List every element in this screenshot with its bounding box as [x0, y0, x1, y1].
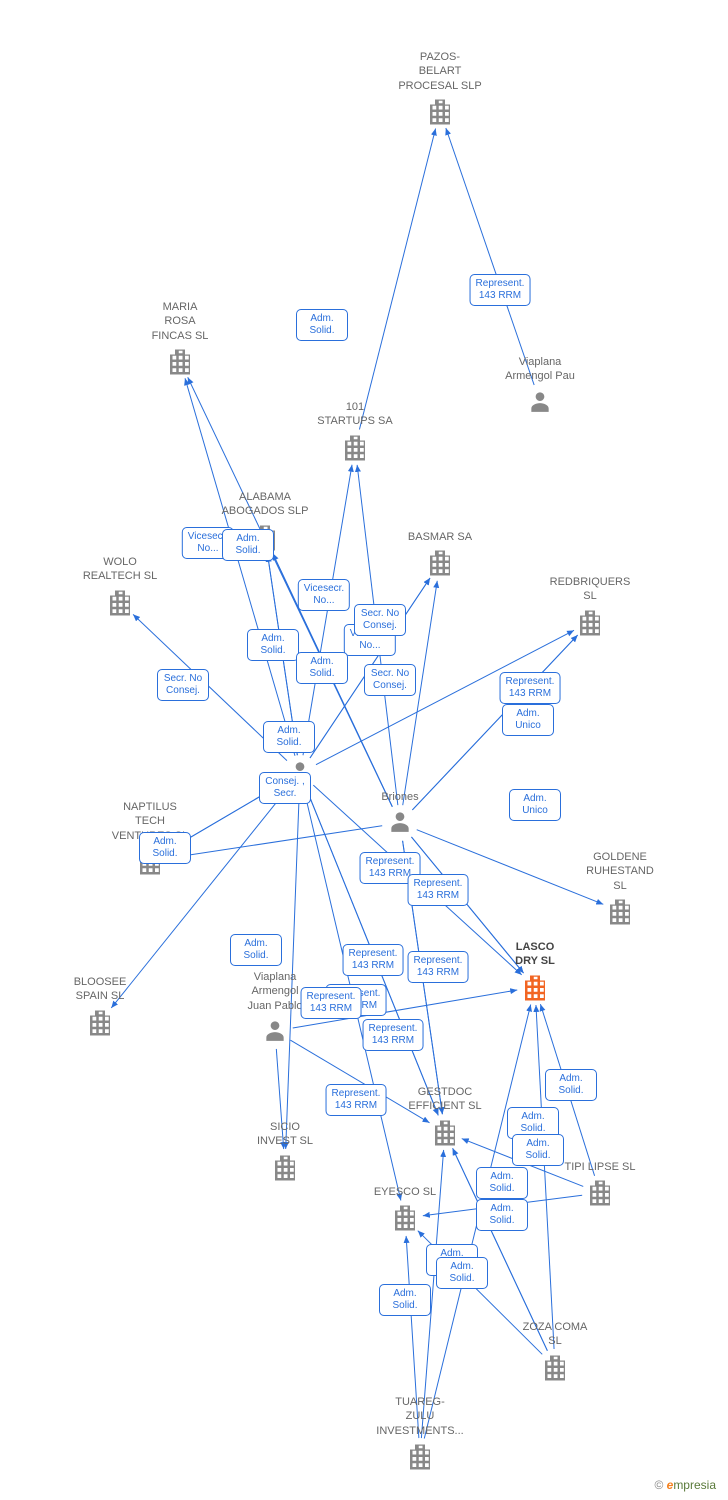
building-icon: [270, 1153, 300, 1187]
edge-label: Represent. 143 RRM: [408, 951, 469, 983]
node-label: WOLO REALTECH SL: [70, 555, 170, 584]
edge-label: Adm. Solid.: [512, 1134, 564, 1166]
node-label: Briones: [350, 790, 450, 804]
person-icon: [527, 388, 553, 418]
edge-label: Represent. 143 RRM: [500, 672, 561, 704]
building-icon: [165, 347, 195, 381]
company-node-gestdoc[interactable]: GESTDOC EFFICIENT SL: [395, 1085, 495, 1152]
building-icon: [520, 973, 550, 1007]
edge-label: Vicesecr. No...: [298, 579, 350, 611]
edge-label: Adm. Solid.: [476, 1199, 528, 1231]
building-icon: [85, 1008, 115, 1042]
company-node-sicio[interactable]: SICIO INVEST SL: [235, 1120, 335, 1187]
edge-label: Represent. 143 RRM: [408, 874, 469, 906]
company-node-startups[interactable]: 101 STARTUPS SA: [305, 400, 405, 467]
node-label: GESTDOC EFFICIENT SL: [395, 1085, 495, 1114]
copyright-symbol: ©: [654, 1478, 663, 1492]
building-icon: [390, 1203, 420, 1237]
company-node-eyesco[interactable]: EYESCO SL: [355, 1185, 455, 1238]
building-icon: [340, 433, 370, 467]
edges-layer: [0, 0, 728, 1500]
node-label: PAZOS- BELART PROCESAL SLP: [390, 50, 490, 93]
building-icon: [605, 897, 635, 931]
edge-label: Adm. Solid.: [139, 832, 191, 864]
node-label: ZOZA COMA SL: [505, 1320, 605, 1349]
company-node-wolo[interactable]: WOLO REALTECH SL: [70, 555, 170, 622]
building-icon: [405, 1442, 435, 1476]
edge-label: Adm. Solid.: [476, 1167, 528, 1199]
edge-label: Adm. Solid.: [379, 1284, 431, 1316]
edge-label: Adm. Solid.: [296, 309, 348, 341]
company-node-tuareg[interactable]: TUAREG- ZULU INVESTMENTS...: [370, 1395, 470, 1476]
edge-label: Represent. 143 RRM: [470, 274, 531, 306]
company-node-mariarosa[interactable]: MARIA ROSA FINCAS SL: [130, 300, 230, 381]
edge-label: Adm. Unico: [502, 704, 554, 736]
building-icon: [425, 97, 455, 131]
edge-label: Adm. Solid.: [230, 934, 282, 966]
edge-label: Represent. 143 RRM: [301, 987, 362, 1019]
building-icon: [105, 588, 135, 622]
person-node-briones[interactable]: Briones: [350, 790, 450, 839]
edge-label: Secr. No Consej.: [354, 604, 406, 636]
node-label: GOLDENE RUHESTAND SL: [570, 850, 670, 893]
edge-label: Represent. 143 RRM: [363, 1019, 424, 1051]
building-icon: [575, 608, 605, 642]
building-icon: [430, 1118, 460, 1152]
node-label: BASMAR SA: [390, 530, 490, 544]
edge-label: Secr. No Consej.: [157, 669, 209, 701]
company-node-redbriquers[interactable]: REDBRIQUERS SL: [540, 575, 640, 642]
node-label: EYESCO SL: [355, 1185, 455, 1199]
company-node-goldene[interactable]: GOLDENE RUHESTAND SL: [570, 850, 670, 931]
edge-label: Adm. Solid.: [263, 721, 315, 753]
building-icon: [540, 1353, 570, 1387]
company-node-basmar[interactable]: BASMAR SA: [390, 530, 490, 583]
company-node-bloosee[interactable]: BLOOSEE SPAIN SL: [50, 975, 150, 1042]
edge-label: Consej. , Secr.: [259, 772, 311, 804]
footer-credit: © empresia: [654, 1478, 716, 1492]
building-icon: [585, 1178, 615, 1212]
company-node-tipi[interactable]: TIPI LIPSE SL: [550, 1160, 650, 1213]
edge-label: Adm. Solid.: [296, 652, 348, 684]
edge-line: [359, 128, 435, 429]
edge-label: Represent. 143 RRM: [343, 944, 404, 976]
building-icon: [425, 548, 455, 582]
node-label: REDBRIQUERS SL: [540, 575, 640, 604]
node-label: 101 STARTUPS SA: [305, 400, 405, 429]
node-label: LASCO DRY SL: [485, 940, 585, 969]
company-node-zoza[interactable]: ZOZA COMA SL: [505, 1320, 605, 1387]
edge-label: Secr. No Consej.: [364, 664, 416, 696]
company-node-pazos[interactable]: PAZOS- BELART PROCESAL SLP: [390, 50, 490, 131]
brand-rest: mpresia: [673, 1478, 716, 1492]
edge-label: Adm. Solid.: [436, 1257, 488, 1289]
node-label: TUAREG- ZULU INVESTMENTS...: [370, 1395, 470, 1438]
edge-label: Represent. 143 RRM: [326, 1084, 387, 1116]
node-label: SICIO INVEST SL: [235, 1120, 335, 1149]
node-label: MARIA ROSA FINCAS SL: [130, 300, 230, 343]
company-node-lasco[interactable]: LASCO DRY SL: [485, 940, 585, 1007]
edge-label: Adm. Solid.: [247, 629, 299, 661]
edge-label: Adm. Solid.: [545, 1069, 597, 1101]
node-label: TIPI LIPSE SL: [550, 1160, 650, 1174]
edge-line: [446, 128, 534, 385]
node-label: BLOOSEE SPAIN SL: [50, 975, 150, 1004]
node-label: Viaplana Armengol Pau: [490, 355, 590, 384]
person-icon: [262, 1017, 288, 1047]
node-label: ALABAMA ABOGADOS SLP: [215, 490, 315, 519]
edge-label: Adm. Solid.: [222, 529, 274, 561]
person-icon: [387, 808, 413, 838]
person-node-viaplana_pau[interactable]: Viaplana Armengol Pau: [490, 355, 590, 418]
edge-label: Adm. Unico: [509, 789, 561, 821]
